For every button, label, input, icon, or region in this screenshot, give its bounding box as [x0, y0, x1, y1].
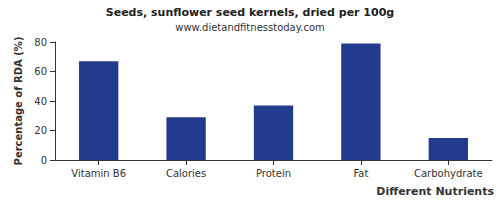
- svg-text:60: 60: [34, 66, 47, 77]
- svg-text:Vitamin B6: Vitamin B6: [71, 168, 126, 179]
- svg-text:80: 80: [34, 37, 47, 48]
- svg-text:Protein: Protein: [256, 168, 291, 179]
- svg-text:Carbohydrate: Carbohydrate: [414, 168, 483, 179]
- svg-text:Calories: Calories: [166, 168, 206, 179]
- svg-text:Seeds, sunflower seed kernels,: Seeds, sunflower seed kernels, dried per…: [106, 6, 394, 19]
- svg-text:www.dietandfitnesstoday.com: www.dietandfitnesstoday.com: [175, 22, 324, 33]
- svg-text:20: 20: [34, 125, 47, 136]
- svg-text:40: 40: [34, 96, 47, 107]
- svg-text:Percentage of RDA (%): Percentage of RDA (%): [13, 37, 24, 166]
- svg-text:Different Nutrients: Different Nutrients: [376, 185, 494, 198]
- svg-text:0: 0: [41, 155, 47, 166]
- svg-text:Fat: Fat: [353, 168, 368, 179]
